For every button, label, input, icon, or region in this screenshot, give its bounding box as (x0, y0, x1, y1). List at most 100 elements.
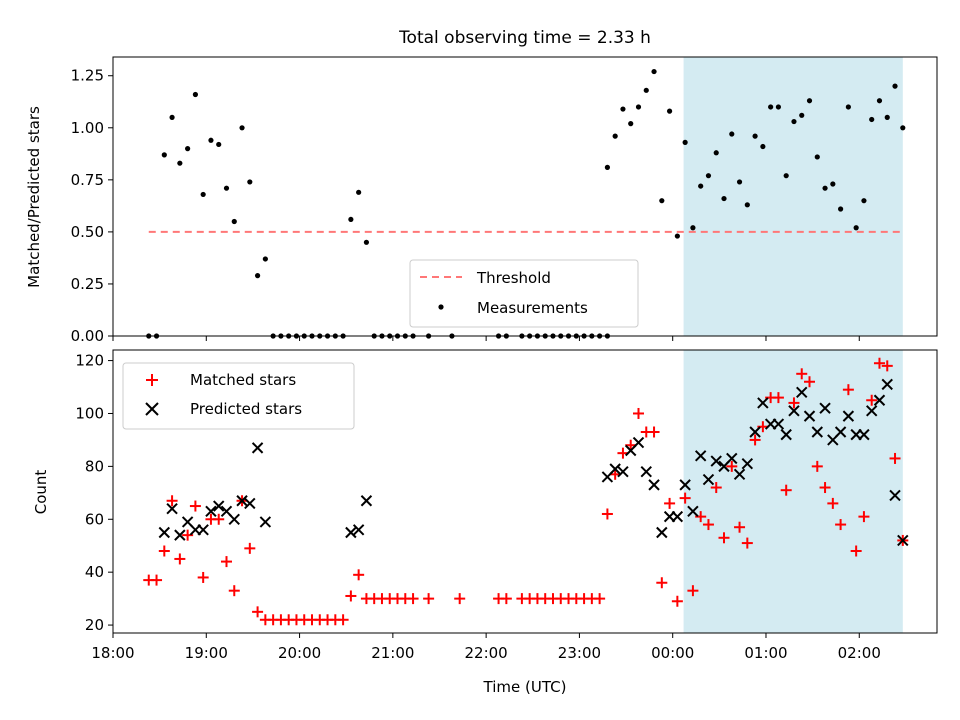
predicted-star-point (897, 534, 909, 547)
x-tick-label: 21:00 (371, 644, 414, 662)
x-tick-label: 18:00 (91, 644, 134, 662)
predicted-star-b (213, 500, 225, 512)
measurement-point (791, 118, 797, 125)
measurement-point (783, 173, 789, 179)
measurement-point (612, 133, 618, 139)
bottom-axes-frame (112, 349, 938, 634)
predicted-star-b (865, 405, 878, 417)
matched-star-point (648, 426, 660, 438)
measurement-point (666, 108, 673, 114)
predicted-star-point (694, 450, 707, 462)
predicted-star-b (749, 426, 761, 438)
measurement-point (200, 191, 206, 198)
matched-star-point (158, 545, 170, 557)
predicted-star-point (687, 505, 699, 518)
predicted-star-point (726, 452, 738, 465)
matched-star-point (407, 593, 419, 605)
top-y-tick-label: 0.00 (71, 327, 104, 345)
matched-star-point (151, 574, 163, 586)
legend-predicted-swatch (145, 402, 159, 416)
predicted-star-b (834, 426, 847, 438)
predicted-star-b (733, 468, 746, 481)
top-legend-box (409, 259, 639, 328)
predicted-star-b (788, 405, 800, 417)
matched-star-point (500, 593, 512, 605)
top-y-axis-label: Matched/Predicted stars (25, 106, 43, 288)
measurement-point (721, 195, 727, 202)
predicted-star-point (702, 473, 715, 486)
predicted-star-point (865, 405, 878, 417)
predicted-star-b (702, 473, 715, 486)
x-tick-label: 02:00 (838, 644, 881, 662)
predicted-star-b (244, 497, 256, 510)
predicted-star-point (889, 489, 901, 502)
measurement-point (853, 225, 859, 231)
measurement-point (760, 143, 766, 150)
measurement-point (845, 104, 851, 110)
x-tick-label: 19:00 (185, 644, 228, 662)
measurement-point (736, 179, 743, 185)
predicted-star-point (640, 465, 652, 478)
predicted-star-point (819, 402, 831, 414)
measurement-point (247, 179, 253, 185)
measurement-point (690, 225, 696, 231)
predicted-star-b (352, 524, 365, 536)
predicted-star-point (788, 405, 800, 417)
matched-star-point (796, 368, 808, 380)
bottom-points (143, 357, 909, 626)
matched-star-point (858, 511, 870, 523)
measurement-point (239, 125, 245, 131)
predicted-star-point (873, 394, 886, 406)
predicted-star-b (158, 526, 171, 539)
top-panel: Total observing time = 2.33 h 0.000.250.… (25, 28, 938, 345)
matched-star-point (866, 394, 878, 406)
measurement-point (651, 68, 657, 75)
measurement-point (628, 121, 634, 127)
measurement-point (814, 154, 820, 160)
measurement-point (177, 160, 183, 166)
measurement-point (231, 218, 237, 225)
predicted-star-b (205, 505, 217, 518)
predicted-star-b (609, 463, 621, 475)
measurement-point (169, 114, 175, 120)
predicted-star-b (197, 524, 209, 536)
predicted-star-point (858, 428, 870, 441)
legend-matched-label: Matched stars (190, 371, 296, 389)
predicted-star-b (648, 479, 660, 491)
predicted-star-point (166, 502, 178, 515)
predicted-star-b (656, 526, 668, 539)
predicted-star-point (834, 426, 847, 438)
predicted-star-b (671, 510, 684, 523)
predicted-star-point (352, 524, 365, 536)
matched-star-point (244, 542, 256, 554)
measurement-point (744, 202, 750, 208)
predicted-star-b (772, 418, 785, 430)
matched-star-point (687, 585, 699, 597)
legend-matched-swatch (146, 374, 158, 386)
measurement-point (348, 216, 354, 223)
predicted-star-point (236, 495, 248, 507)
predicted-star-b (897, 534, 909, 547)
predicted-star-b (236, 495, 248, 507)
matched-star-point (189, 500, 201, 512)
predicted-star-b (819, 402, 831, 414)
top-title: Total observing time = 2.33 h (398, 28, 651, 48)
predicted-star-point (741, 458, 754, 470)
legend-threshold-label: Threshold (476, 269, 551, 287)
measurement-point (768, 104, 774, 110)
predicted-star-b (220, 505, 233, 518)
matched-star-point (827, 497, 839, 509)
predicted-star-point (174, 529, 186, 541)
matched-star-point (780, 484, 792, 496)
measurement-point (635, 104, 642, 110)
bottom-y-tick-label: 20 (85, 616, 104, 634)
predicted-star-b (796, 386, 808, 399)
predicted-star-b (687, 505, 699, 518)
measurement-point (659, 198, 665, 204)
matched-star-point (772, 392, 784, 404)
measurement-point (900, 125, 906, 131)
predicted-star-point (228, 513, 240, 525)
measurement-point (185, 146, 191, 152)
measurement-point (674, 233, 680, 239)
